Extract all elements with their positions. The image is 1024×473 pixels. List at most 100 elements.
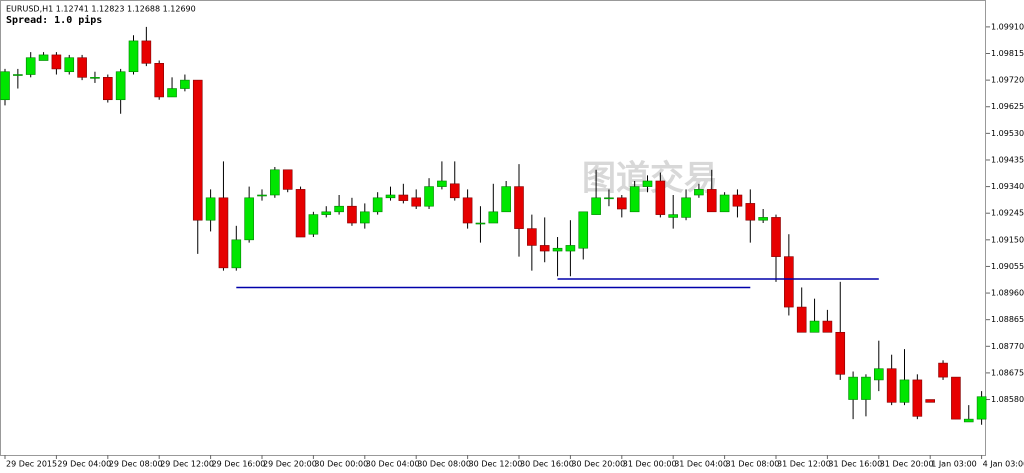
candle-body	[449, 183, 460, 199]
candle-body	[218, 197, 229, 269]
x-tick-label: 30 Dec 20:00	[571, 460, 625, 469]
candle-body	[334, 205, 344, 213]
candle-body	[771, 217, 781, 257]
candle-body	[706, 189, 717, 213]
candle-body	[578, 211, 589, 249]
candle-body	[591, 197, 601, 215]
candle-body	[90, 77, 100, 79]
candle-body	[861, 376, 871, 400]
candle-body	[154, 63, 164, 98]
candle-body	[257, 194, 267, 197]
candle-body	[873, 368, 884, 381]
x-tick-label: 31 Dec 16:00	[828, 460, 882, 469]
y-tick-label: 1.09340	[991, 182, 1024, 191]
candle-body	[527, 228, 537, 246]
candle-body	[115, 71, 126, 101]
x-tick-label: 30 Dec 12:00	[469, 460, 523, 469]
candle-body	[488, 211, 499, 224]
candle-body	[141, 40, 152, 64]
candle-body	[13, 74, 23, 76]
candle-body	[784, 256, 794, 308]
y-tick-label: 1.09720	[991, 76, 1024, 85]
x-tick-label: 31 Dec 04:00	[674, 460, 728, 469]
chart-subtitle: Spread: 1.0 pips	[6, 14, 102, 26]
candle-body	[655, 180, 666, 215]
x-tick-label: 30 Dec 04:00	[366, 460, 420, 469]
x-tick-label: 31 Dec 08:00	[726, 460, 780, 469]
y-tick-label: 1.09530	[991, 129, 1024, 138]
candle-body	[629, 186, 640, 213]
candle-body	[616, 197, 627, 210]
x-tick-label: 29 Dec 08:00	[109, 460, 163, 469]
candle-body	[835, 331, 846, 375]
candle-body	[886, 368, 897, 403]
candle-body	[822, 320, 833, 333]
candle-body	[0, 71, 10, 101]
candle-body	[205, 197, 216, 221]
y-tick-label: 1.09435	[991, 155, 1024, 164]
candle-body	[912, 379, 923, 417]
candle-body	[347, 205, 357, 224]
candle-body	[514, 186, 524, 229]
x-tick-label: 4 Jan 03:00	[983, 460, 1024, 469]
y-tick-label: 1.09245	[991, 209, 1024, 218]
candle-body	[681, 197, 691, 218]
candle-body	[64, 57, 75, 73]
candle-body	[372, 197, 383, 213]
candle-body	[565, 245, 576, 252]
x-tick-label: 30 Dec 08:00	[417, 460, 471, 469]
candle-body	[51, 54, 62, 70]
x-tick-label: 31 Dec 12:00	[777, 460, 831, 469]
x-tick-label: 29 Dec 12:00	[160, 460, 214, 469]
x-tick-label: 29 Dec 20:00	[263, 460, 317, 469]
candle-body	[38, 54, 49, 61]
x-tick-label: 1 Jan 03:00	[931, 460, 977, 469]
candle-body	[462, 197, 473, 224]
candle-body	[976, 396, 987, 420]
x-tick-label: 31 Dec 00:00	[623, 460, 677, 469]
candle-body	[244, 197, 254, 241]
candle-body	[192, 79, 203, 221]
candle-body	[308, 214, 319, 235]
candle-body	[128, 40, 139, 73]
x-tick-label: 30 Dec 16:00	[520, 460, 574, 469]
x-tick-label: 29 Dec 16:00	[212, 460, 266, 469]
y-tick-label: 1.09055	[991, 262, 1024, 271]
candle-body	[539, 245, 550, 252]
y-tick-label: 1.09815	[991, 49, 1024, 58]
candle-body	[103, 77, 113, 101]
candle-body	[694, 189, 704, 196]
y-tick-label: 1.09910	[991, 22, 1024, 31]
candle-body	[295, 189, 306, 238]
x-tick-label: 31 Dec 20:00	[880, 460, 934, 469]
y-tick-label: 1.08675	[991, 368, 1024, 377]
candle-body	[604, 197, 614, 200]
candle-body	[398, 194, 409, 201]
y-tick-label: 1.09150	[991, 235, 1024, 244]
candle-body	[668, 214, 679, 218]
chart-title: EURUSD,H1 1.12741 1.12823 1.12688 1.1269…	[6, 5, 196, 14]
candle-body	[167, 88, 177, 98]
y-tick-label: 1.08960	[991, 289, 1024, 298]
x-tick-label: 29 Dec 04:00	[57, 460, 111, 469]
y-tick-label: 1.09625	[991, 102, 1024, 111]
candle-body	[925, 399, 936, 403]
plot-area	[0, 0, 986, 456]
candle-body	[848, 376, 858, 400]
candle-body	[938, 362, 948, 378]
candle-body	[321, 211, 332, 215]
candle-body	[411, 197, 422, 207]
candle-body	[899, 379, 910, 403]
x-tick-label: 29 Dec 2015	[6, 460, 57, 469]
candle-body	[501, 186, 511, 213]
candle-body	[758, 217, 768, 221]
candle-body	[424, 186, 434, 207]
candle-body	[732, 194, 743, 207]
candle-body	[552, 247, 563, 252]
candle-body	[385, 194, 396, 199]
candle-body	[282, 169, 293, 190]
candle-body	[642, 180, 653, 187]
y-tick-label: 1.08865	[991, 315, 1024, 324]
candle-body	[25, 57, 36, 75]
candle-body	[270, 169, 280, 196]
